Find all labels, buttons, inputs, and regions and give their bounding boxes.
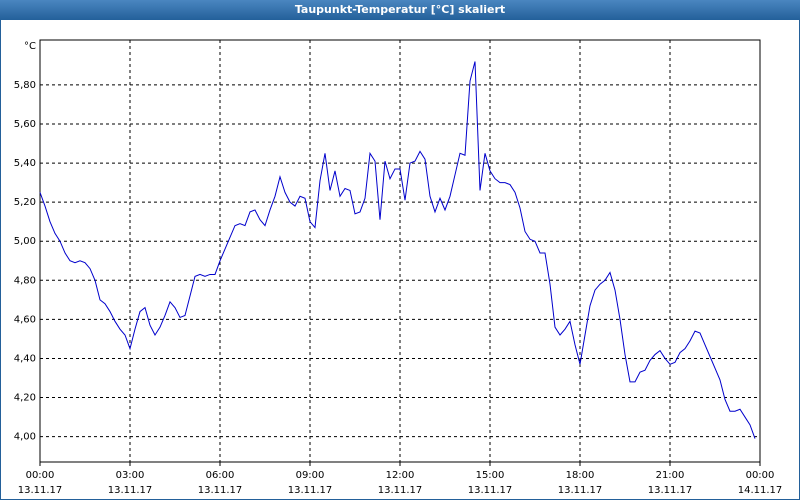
chart-title: Taupunkt-Temperatur [°C] skaliert <box>295 3 505 16</box>
x-tick-date: 13.11.17 <box>18 485 63 496</box>
x-tick-date: 13.11.17 <box>648 485 693 496</box>
x-tick-label: 09:00 <box>296 470 325 481</box>
x-tick-label: 18:00 <box>566 470 595 481</box>
y-tick-label: 4,60 <box>14 314 36 325</box>
y-tick-label: 4,40 <box>14 353 36 364</box>
x-tick-date: 13.11.17 <box>108 485 153 496</box>
y-tick-label: 4,00 <box>14 432 36 443</box>
y-tick-label: 5,40 <box>14 158 36 169</box>
x-tick-date: 13.11.17 <box>198 485 243 496</box>
x-tick-label: 06:00 <box>206 470 235 481</box>
x-tick-date: 13.11.17 <box>558 485 603 496</box>
x-tick-date: 13.11.17 <box>468 485 513 496</box>
y-tick-label: 5,20 <box>14 197 36 208</box>
y-tick-label: 5,80 <box>14 80 36 91</box>
x-tick-label: 00:00 <box>26 470 55 481</box>
x-tick-label: 12:00 <box>386 470 415 481</box>
x-tick-date: 13.11.17 <box>288 485 333 496</box>
y-tick-label: 5,60 <box>14 119 36 130</box>
y-tick-label: 4,20 <box>14 393 36 404</box>
x-tick-date: 13.11.17 <box>378 485 423 496</box>
y-unit: °C <box>24 41 36 52</box>
y-tick-label: 5,00 <box>14 236 36 247</box>
title-bar <box>0 0 800 20</box>
x-tick-label: 21:00 <box>656 470 685 481</box>
x-tick-label: 03:00 <box>116 470 145 481</box>
x-tick-label: 15:00 <box>476 470 505 481</box>
x-tick-label: 00:00 <box>746 470 775 481</box>
x-tick-date: 14.11.17 <box>738 485 783 496</box>
line <box>39 61 756 439</box>
y-tick-label: 4,80 <box>14 275 36 286</box>
